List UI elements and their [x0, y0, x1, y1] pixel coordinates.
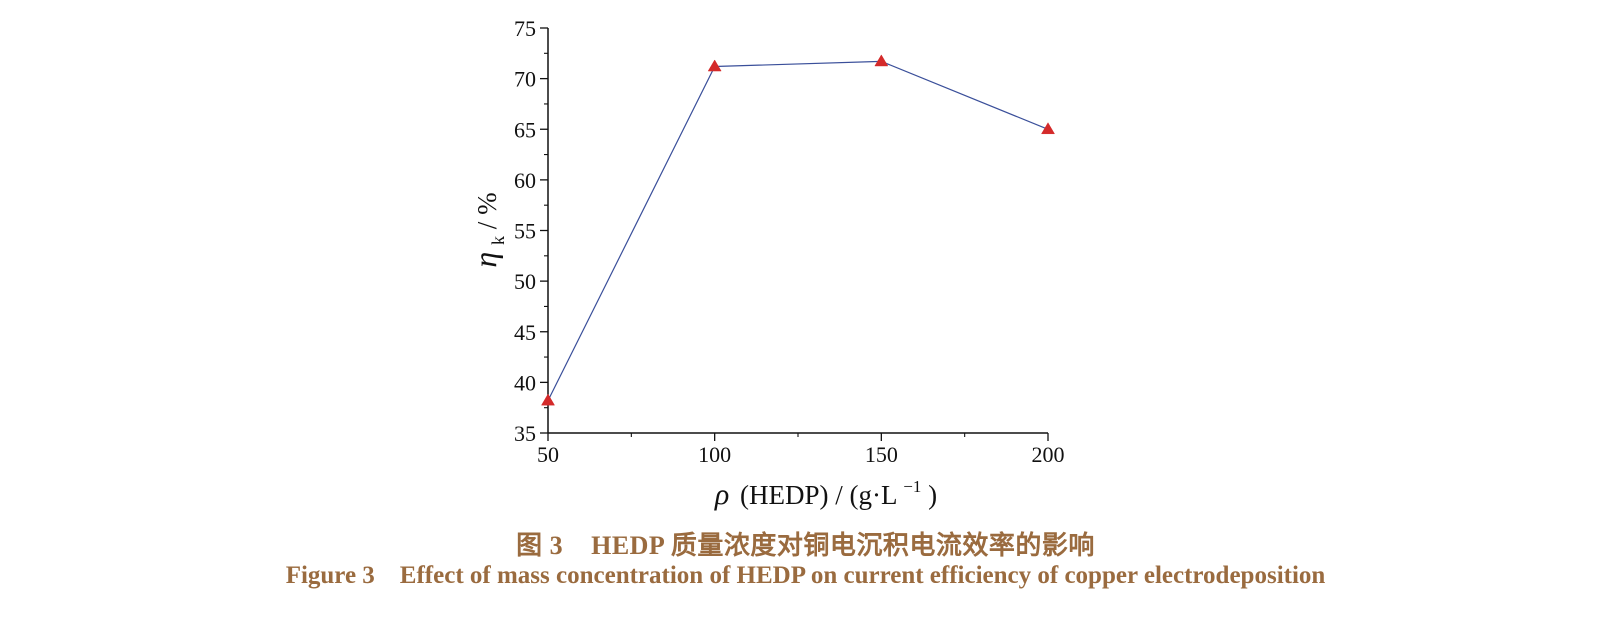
y-axis-text: / % — [472, 192, 502, 229]
y-tick-label: 60 — [514, 168, 536, 193]
data-point-marker — [874, 54, 889, 67]
x-axis-text: (HEDP) / (g·L — [740, 480, 896, 510]
data-point-marker — [541, 393, 555, 406]
x-tick-label: 100 — [698, 442, 731, 467]
y-tick-label: 70 — [514, 67, 536, 92]
y-tick-label: 65 — [514, 117, 536, 142]
y-tick-label: 50 — [514, 269, 536, 294]
x-axis-symbol: ρ — [714, 478, 729, 511]
x-axis-suffix: ) — [928, 480, 937, 510]
x-axis-superscript: −1 — [903, 477, 921, 496]
y-axis-subscript: k — [488, 236, 508, 245]
figure-caption-english: Figure 3 Effect of mass concentration of… — [285, 562, 1326, 589]
figure-caption-chinese: 图 3 HEDP 质量浓度对铜电沉积电流效率的影响 — [516, 531, 1095, 560]
y-tick-label: 40 — [514, 370, 536, 395]
y-tick-label: 35 — [514, 421, 536, 446]
data-point-marker — [707, 59, 722, 72]
x-axis-title: ρ (HEDP) / (g·L −1 ) — [714, 468, 937, 511]
series-line — [547, 60, 1049, 401]
ticks: 35 40 45 50 55 60 65 70 75 50 100 150 200 — [514, 16, 1065, 467]
axes — [547, 28, 1048, 434]
x-tick-label: 150 — [865, 442, 898, 467]
x-tick-label: 50 — [537, 442, 559, 467]
y-axis-symbol: η — [467, 252, 503, 268]
y-tick-label: 45 — [514, 320, 536, 345]
y-tick-label: 75 — [514, 16, 536, 41]
series — [541, 54, 1055, 406]
line-chart: 35 40 45 50 55 60 65 70 75 50 100 150 200 ρ (HEDP) /… — [467, 16, 1065, 511]
axis-labels: ρ (HEDP) / (g·L −1 ) η k / % — [467, 192, 937, 511]
y-axis-title: η k / % — [467, 192, 510, 267]
y-tick-label: 55 — [514, 219, 536, 244]
x-tick-label: 200 — [1032, 442, 1065, 467]
data-point-marker — [1041, 122, 1055, 135]
